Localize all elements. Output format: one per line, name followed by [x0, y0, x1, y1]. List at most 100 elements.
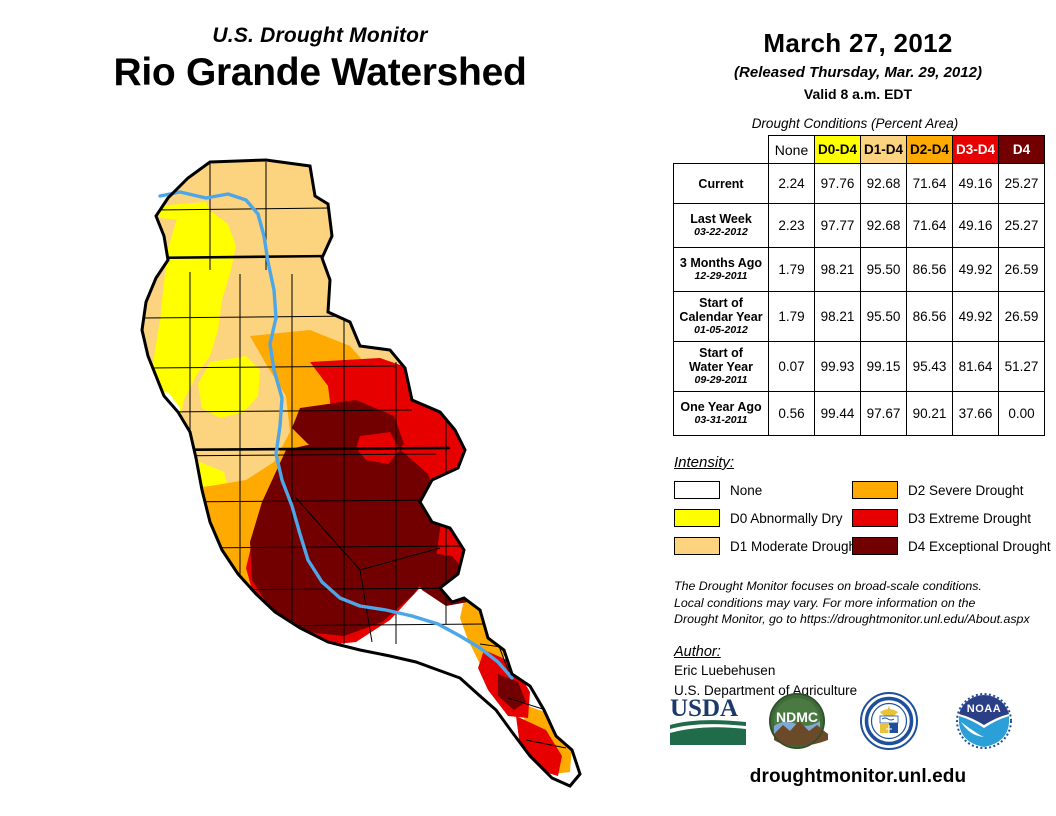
cell-water-d3d4: 81.64	[952, 341, 999, 392]
cell-3mo-none: 1.79	[768, 247, 815, 292]
agency-logos: USDA NDMC	[660, 692, 1056, 754]
legend-label-d1: D1 Moderate Drought	[730, 538, 860, 554]
cell-cal-d0d4: 98.21	[814, 291, 861, 342]
cell-water-none: 0.07	[768, 341, 815, 392]
map-region-d4	[250, 436, 442, 636]
legend-swatch-d1	[674, 537, 720, 555]
map-state-lines	[143, 254, 451, 452]
cell-lastweek-d0d4: 97.77	[814, 203, 861, 248]
map-basin-outline	[140, 158, 582, 788]
author-agency: U.S. Department of Agriculture	[674, 683, 858, 699]
table-row: Start of Calendar Year 01-05-2012 1.79 98…	[673, 291, 1045, 342]
disclaimer-text: The Drought Monitor focuses on broad-sca…	[674, 578, 1054, 628]
drought-map[interactable]	[60, 150, 620, 800]
map-region-d0-lobe	[198, 356, 260, 418]
title-block: U.S. Drought Monitor Rio Grande Watershe…	[0, 24, 640, 96]
map-panel: U.S. Drought Monitor Rio Grande Watershe…	[0, 24, 640, 800]
svg-text:USDA: USDA	[670, 695, 738, 722]
cell-cal-d4: 26.59	[998, 291, 1045, 342]
legend-swatch-d0	[674, 509, 720, 527]
cell-water-d4: 51.27	[998, 341, 1045, 392]
report-released-date: (Released Thursday, Mar. 29, 2012)	[734, 64, 982, 81]
cell-current-d0d4: 97.76	[814, 163, 861, 204]
legend-label-d3: D3 Extreme Drought	[908, 510, 1032, 526]
report-date: March 27, 2012	[763, 28, 953, 58]
intensity-legend: Intensity: None D0 Abnormally Dry D1 Mod…	[674, 454, 1051, 562]
cell-current-none: 2.24	[768, 163, 815, 204]
cell-cal-d2d4: 86.56	[906, 291, 953, 342]
cell-3mo-d2d4: 86.56	[906, 247, 953, 292]
cell-oneyear-d3d4: 37.66	[952, 391, 999, 436]
legend-label-d2: D2 Severe Drought	[908, 482, 1024, 498]
cell-current-d2d4: 71.64	[906, 163, 953, 204]
legend-item-none: None	[674, 478, 852, 502]
cell-oneyear-d4: 0.00	[998, 391, 1045, 436]
author-block: Author: Eric Luebehusen U.S. Department …	[674, 644, 1056, 700]
legend-label-none: None	[730, 482, 763, 498]
department-of-commerce-logo	[858, 692, 920, 755]
map-region-d0-thin-top	[156, 202, 212, 220]
table-row: 3 Months Ago 12-29-2011 1.79 98.21 95.50…	[673, 247, 1045, 292]
report-valid-time: Valid 8 a.m. EDT	[803, 86, 913, 102]
table-col-none: None	[768, 135, 815, 164]
cell-water-d1d4: 99.15	[860, 341, 907, 392]
row-label-one-year-ago: One Year Ago 03-31-2011	[673, 391, 769, 436]
legend-item-d3: D3 Extreme Drought	[852, 506, 1051, 530]
cell-lastweek-d1d4: 92.68	[860, 203, 907, 248]
table-col-d0-d4: D0-D4	[814, 135, 861, 164]
disclaimer-line-3: Drought Monitor, go to https://droughtmo…	[674, 612, 1030, 627]
table-caption: Drought Conditions (Percent Area)	[751, 116, 959, 131]
cell-water-d0d4: 99.93	[814, 341, 861, 392]
cell-3mo-d0d4: 98.21	[814, 247, 861, 292]
drought-conditions-table: None D0-D4 D1-D4 D2-D4 D3-D4 D4 Current …	[673, 135, 1045, 436]
legend-item-d1: D1 Moderate Drought	[674, 534, 860, 558]
legend-label-d0: D0 Abnormally Dry	[730, 510, 843, 526]
legend-item-d0: D0 Abnormally Dry	[674, 506, 852, 530]
cell-3mo-d1d4: 95.50	[860, 247, 907, 292]
program-title: U.S. Drought Monitor	[212, 24, 428, 47]
info-panel: March 27, 2012 (Released Thursday, Mar. …	[660, 0, 1056, 816]
date-block: March 27, 2012 (Released Thursday, Mar. …	[660, 0, 1056, 102]
table-row: Last Week 03-22-2012 2.23 97.77 92.68 71…	[673, 203, 1045, 248]
table-col-d4: D4	[998, 135, 1045, 164]
drought-map-svg	[140, 158, 582, 788]
table-header-row: None D0-D4 D1-D4 D2-D4 D3-D4 D4	[674, 135, 1045, 164]
cell-3mo-d4: 26.59	[998, 247, 1045, 292]
noaa-logo: NOAA	[953, 692, 1015, 755]
legend-swatch-none	[674, 481, 720, 499]
table-col-d1-d4: D1-D4	[860, 135, 907, 164]
cell-oneyear-d2d4: 90.21	[906, 391, 953, 436]
cell-lastweek-d4: 25.27	[998, 203, 1045, 248]
cell-lastweek-none: 2.23	[768, 203, 815, 248]
table-row: Start of Water Year 09-29-2011 0.07 99.93…	[673, 341, 1045, 392]
cell-3mo-d3d4: 49.92	[952, 247, 999, 292]
map-drought-polygons	[142, 160, 572, 776]
disclaimer-line-2: Local conditions may vary. For more info…	[674, 595, 976, 610]
table-col-d2-d4: D2-D4	[906, 135, 953, 164]
row-label-last-week: Last Week 03-22-2012	[673, 203, 769, 248]
legend-item-d4: D4 Exceptional Drought	[852, 534, 1051, 558]
row-label-3-months-ago: 3 Months Ago 12-29-2011	[673, 247, 769, 292]
usda-logo: USDA	[668, 692, 748, 753]
cell-oneyear-none: 0.56	[768, 391, 815, 436]
map-region-d3-tail-b	[516, 716, 562, 776]
cell-cal-none: 1.79	[768, 291, 815, 342]
cell-cal-d3d4: 49.92	[952, 291, 999, 342]
intensity-legend-title: Intensity:	[674, 454, 735, 471]
legend-label-d4: D4 Exceptional Drought	[908, 538, 1051, 554]
cell-lastweek-d2d4: 71.64	[906, 203, 953, 248]
cell-current-d3d4: 49.16	[952, 163, 999, 204]
table-col-d3-d4: D3-D4	[952, 135, 999, 164]
disclaimer-line-1: The Drought Monitor focuses on broad-sca…	[674, 579, 982, 593]
cell-water-d2d4: 95.43	[906, 341, 953, 392]
map-rio-grande-river	[158, 190, 514, 680]
legend-item-d2: D2 Severe Drought	[852, 478, 1051, 502]
cell-current-d1d4: 92.68	[860, 163, 907, 204]
table-row: One Year Ago 03-31-2011 0.56 99.44 97.67…	[673, 391, 1045, 436]
cell-cal-d1d4: 95.50	[860, 291, 907, 342]
legend-swatch-d2	[852, 481, 898, 499]
legend-swatch-d3	[852, 509, 898, 527]
website-url[interactable]: droughtmonitor.unl.edu	[749, 766, 967, 787]
row-label-start-water-year: Start of Water Year 09-29-2011	[673, 341, 769, 392]
cell-lastweek-d3d4: 49.16	[952, 203, 999, 248]
